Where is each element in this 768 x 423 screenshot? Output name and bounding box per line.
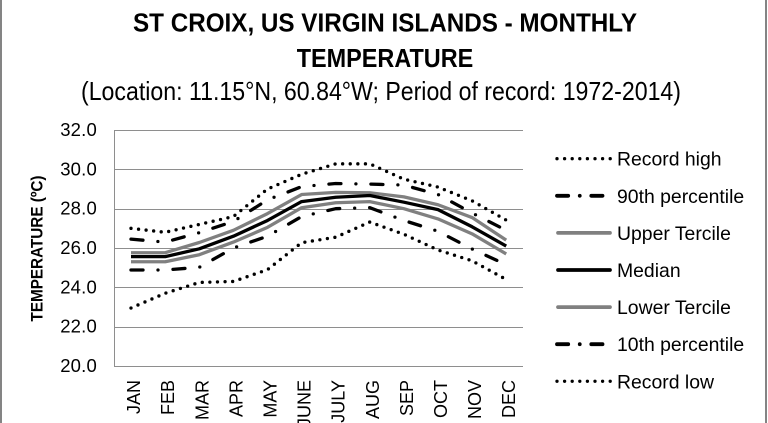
svg-text:JUNE: JUNE: [295, 380, 315, 423]
svg-text:FEB: FEB: [158, 380, 178, 415]
svg-text:26.0: 26.0: [60, 237, 97, 258]
svg-text:TEMPERATURE: TEMPERATURE: [297, 43, 474, 73]
svg-text:Median: Median: [617, 260, 681, 282]
svg-text:TEMPERATURE (ºC): TEMPERATURE (ºC): [28, 176, 47, 322]
svg-text:20.0: 20.0: [60, 355, 97, 376]
svg-text:90th percentile: 90th percentile: [617, 186, 744, 208]
svg-text:Record high: Record high: [617, 149, 722, 171]
svg-text:Lower Tercile: Lower Tercile: [617, 297, 731, 319]
svg-text:SEP: SEP: [397, 380, 417, 416]
svg-text:JAN: JAN: [124, 380, 144, 414]
svg-text:JULY: JULY: [329, 380, 349, 423]
svg-text:28.0: 28.0: [60, 198, 97, 219]
svg-text:30.0: 30.0: [60, 158, 97, 179]
svg-text:DEC: DEC: [499, 380, 519, 418]
svg-text:OCT: OCT: [431, 380, 451, 418]
svg-text:AUG: AUG: [363, 380, 383, 419]
svg-text:APR: APR: [226, 380, 246, 417]
svg-text:NOV: NOV: [465, 380, 485, 419]
svg-text:22.0: 22.0: [60, 316, 97, 337]
svg-text:32.0: 32.0: [60, 119, 97, 140]
svg-text:ST CROIX, US VIRGIN ISLANDS -: ST CROIX, US VIRGIN ISLANDS - MONTHLY: [133, 8, 637, 38]
svg-text:Record low: Record low: [617, 371, 715, 393]
svg-text:(Location: 11.15°N, 60.84°W; P: (Location: 11.15°N, 60.84°W; Period of r…: [81, 78, 681, 106]
svg-text:24.0: 24.0: [60, 276, 97, 297]
svg-text:10th percentile: 10th percentile: [617, 334, 744, 356]
svg-text:MAY: MAY: [261, 380, 281, 418]
svg-text:Upper Tercile: Upper Tercile: [617, 223, 731, 245]
svg-text:MAR: MAR: [192, 380, 212, 420]
